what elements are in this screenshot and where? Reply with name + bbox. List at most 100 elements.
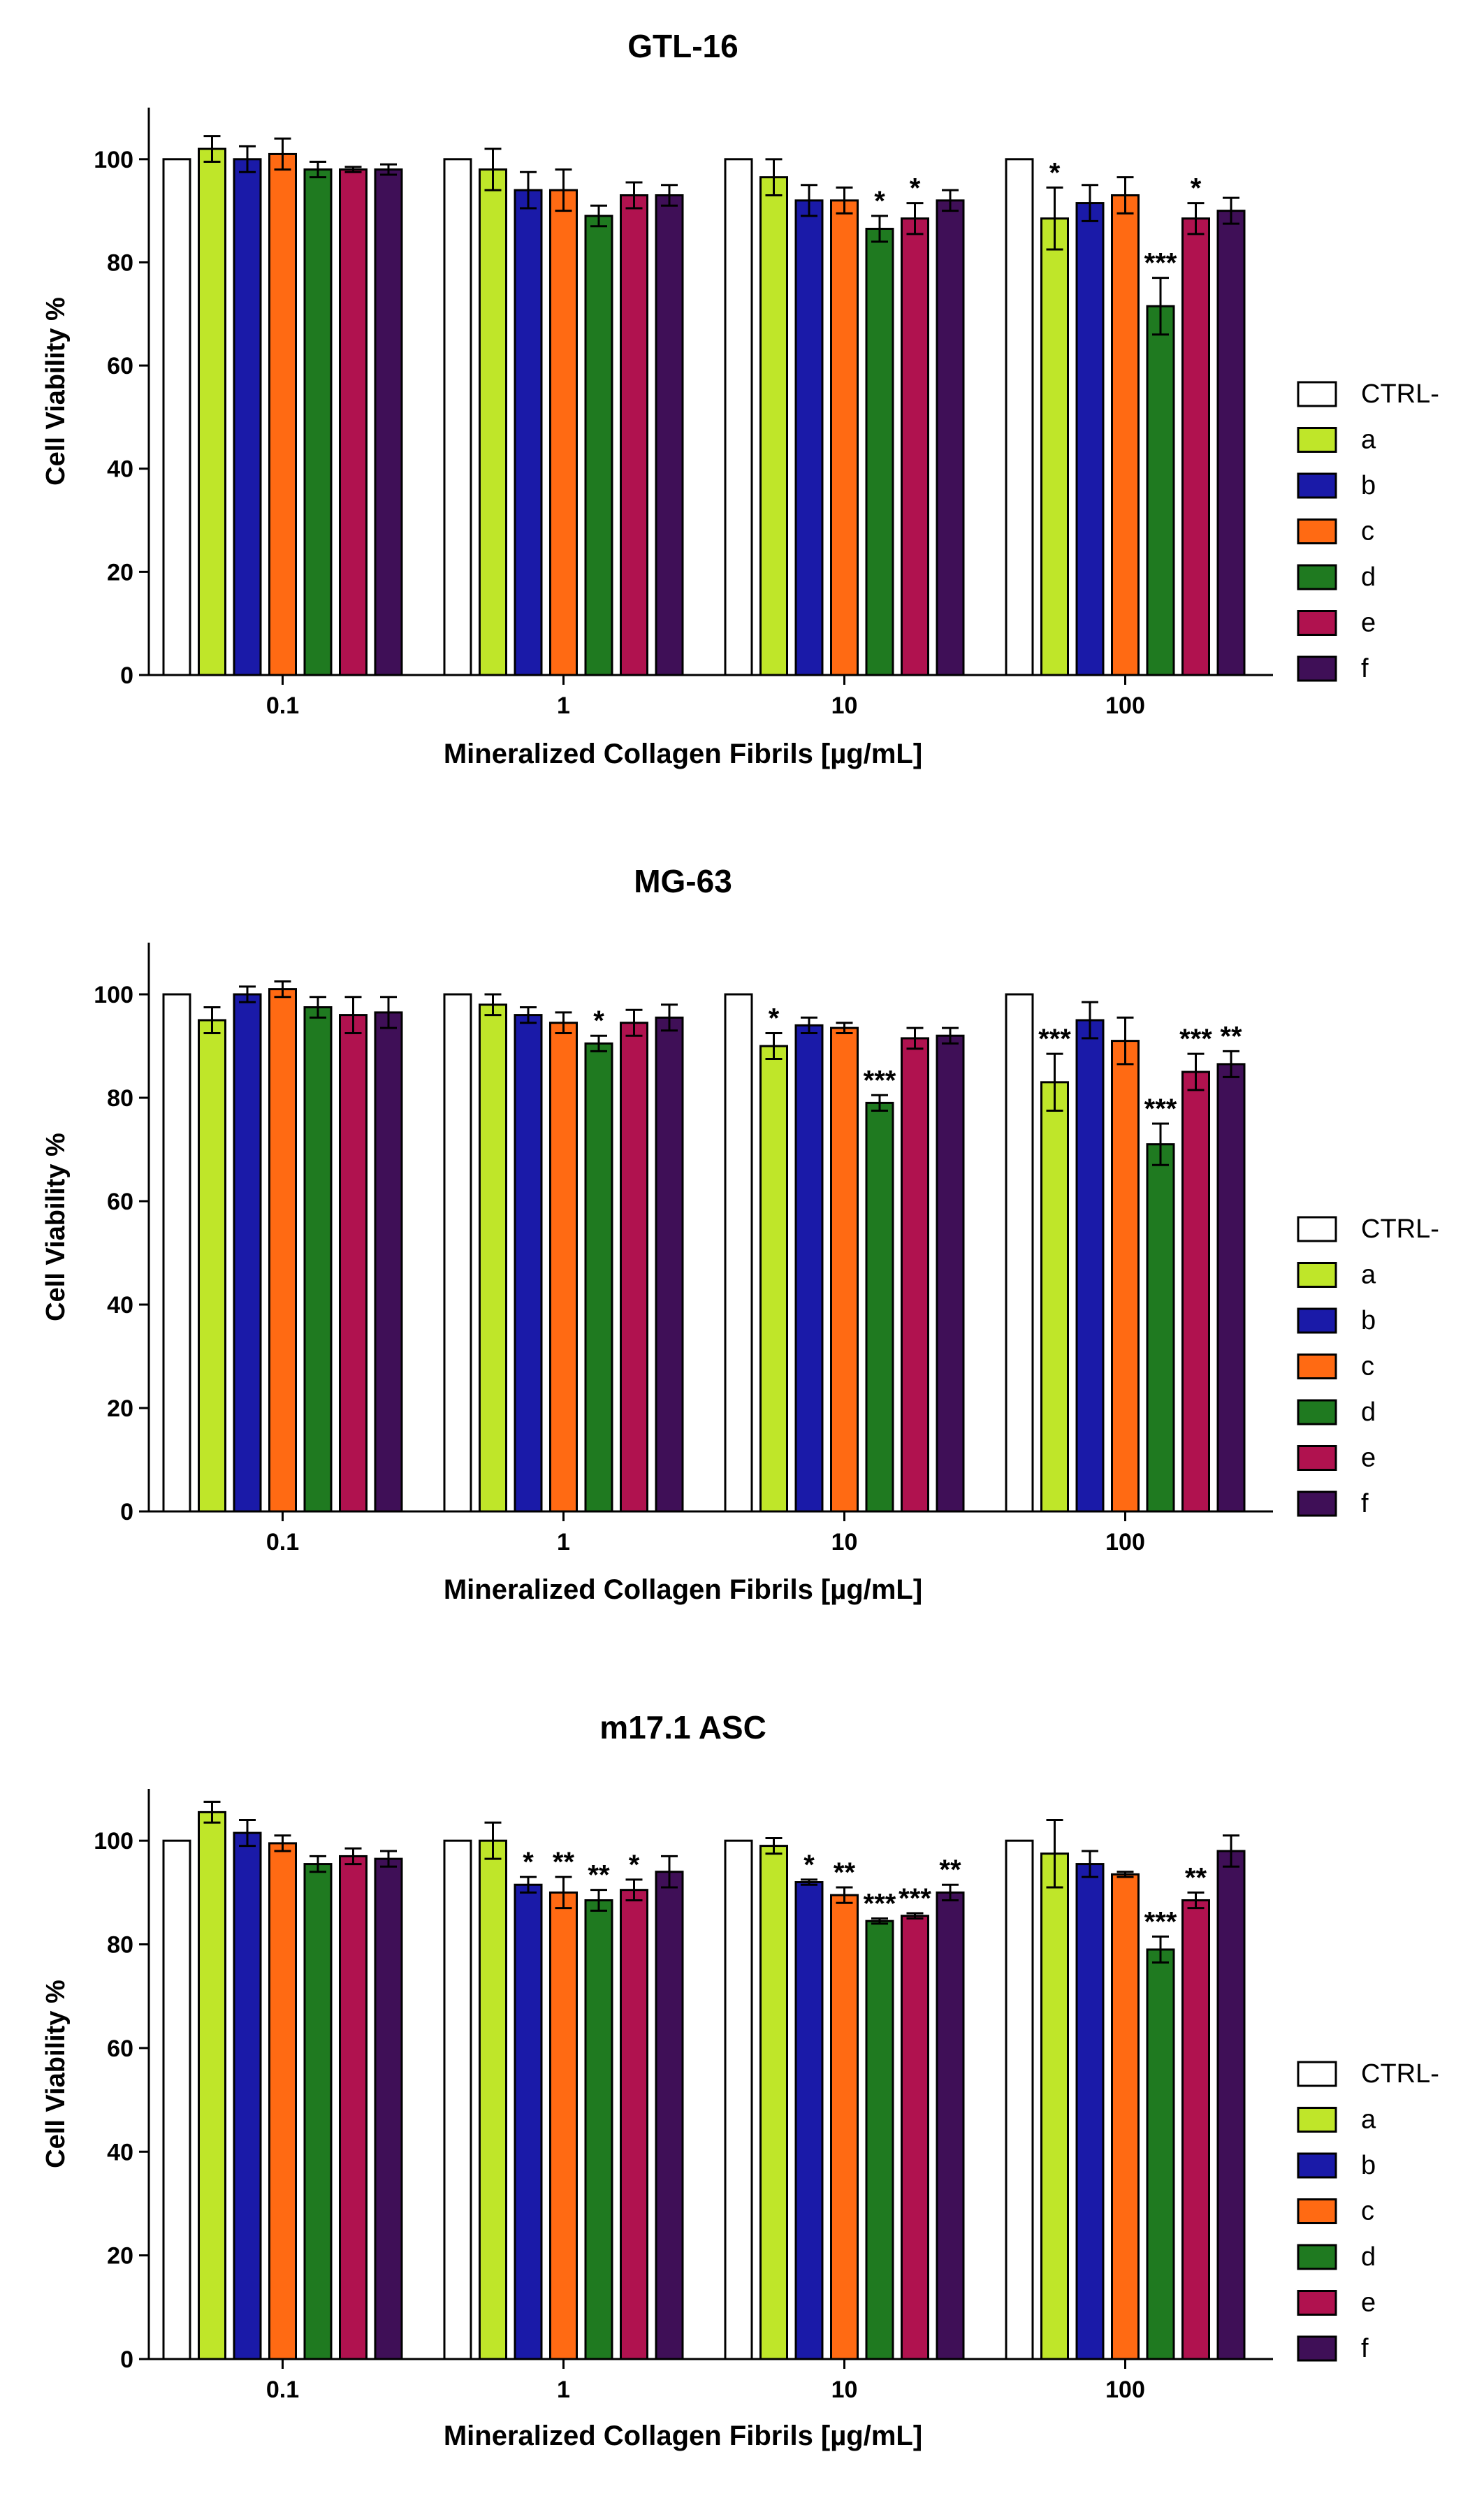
x-tick-label: 100 xyxy=(1105,692,1145,719)
bar-c xyxy=(268,152,297,676)
y-tick-label: 0 xyxy=(120,2346,133,2373)
y-axis-label: Cell Viability % xyxy=(41,297,71,486)
y-tick-label: 20 xyxy=(107,1395,133,1422)
bar-CTRL- xyxy=(162,993,191,1513)
legend-swatch-d xyxy=(1297,1399,1337,1425)
bar-d xyxy=(1146,1143,1175,1513)
y-tick-label: 100 xyxy=(94,982,133,1008)
y-tick-label: 0 xyxy=(120,662,133,689)
legend-label: d xyxy=(1361,2242,1376,2272)
bar-c xyxy=(830,1026,859,1513)
bar-a xyxy=(1040,217,1069,676)
bar-c xyxy=(549,1891,578,2360)
significance-label: ** xyxy=(1220,1021,1242,1052)
bar-a xyxy=(198,1019,226,1513)
bar-CTRL- xyxy=(1005,1839,1034,2360)
legend-label: b xyxy=(1361,471,1376,500)
bar-b xyxy=(514,1883,543,2360)
legend-label: b xyxy=(1361,2151,1376,2180)
x-axis-label: Mineralized Collagen Fibrils [µg/mL] xyxy=(444,2421,922,2451)
y-axis-label: Cell Viability % xyxy=(41,1980,71,2168)
bar-e xyxy=(620,194,648,676)
significance-label: *** xyxy=(1038,1024,1071,1054)
legend-label: e xyxy=(1361,609,1376,638)
bar-c xyxy=(830,1894,859,2360)
bar-f xyxy=(936,1891,965,2360)
bar-CTRL- xyxy=(443,993,472,1513)
legend-label: c xyxy=(1361,2197,1374,2226)
significance-label: ** xyxy=(834,1857,856,1888)
legend-swatch-d xyxy=(1297,564,1337,590)
bar-b xyxy=(233,158,262,676)
significance-label: * xyxy=(910,173,921,204)
bar-a xyxy=(759,1845,788,2360)
bar-CTRL- xyxy=(162,1839,191,2360)
bar-f xyxy=(374,1011,403,1513)
legend-label: CTRL- xyxy=(1361,379,1439,409)
bar-CTRL- xyxy=(724,1839,753,2360)
bar-e xyxy=(620,1022,648,1513)
bar-CTRL- xyxy=(724,158,753,676)
legend-label: e xyxy=(1361,2288,1376,2318)
significance-label: * xyxy=(1191,173,1202,204)
x-tick-label: 10 xyxy=(831,692,858,719)
x-tick-label: 100 xyxy=(1105,1529,1145,1555)
bar-b xyxy=(233,1831,262,2360)
legend-swatch-f xyxy=(1297,1490,1337,1517)
legend-swatch-b xyxy=(1297,1307,1337,1334)
legend-swatch-d xyxy=(1297,2244,1337,2270)
bar-c xyxy=(1111,1873,1140,2360)
y-tick-label: 20 xyxy=(107,559,133,586)
legend-label: d xyxy=(1361,1398,1376,1427)
legend-label: f xyxy=(1361,2334,1369,2363)
x-tick-label: 1 xyxy=(557,1529,570,1555)
bar-d xyxy=(303,1863,333,2360)
legend-label: e xyxy=(1361,1444,1376,1473)
bar-CTRL- xyxy=(162,158,191,676)
y-tick-label: 100 xyxy=(94,147,133,173)
x-tick-label: 10 xyxy=(831,2377,858,2403)
y-tick-label: 80 xyxy=(107,249,133,276)
bar-b xyxy=(794,199,824,676)
significance-label: *** xyxy=(864,1888,896,1919)
bar-d xyxy=(584,1899,613,2360)
bar-CTRL- xyxy=(443,1839,472,2360)
bar-a xyxy=(759,176,788,676)
bar-c xyxy=(549,189,578,676)
bar-CTRL- xyxy=(1005,158,1034,676)
significance-label: ** xyxy=(588,1860,610,1891)
bar-f xyxy=(374,168,403,676)
bar-e xyxy=(1181,217,1210,676)
bar-b xyxy=(1075,1863,1105,2360)
legend-swatch-b xyxy=(1297,2152,1337,2179)
legend-swatch-c xyxy=(1297,2198,1337,2224)
y-tick-label: 20 xyxy=(107,2243,133,2270)
bar-b xyxy=(233,993,262,1513)
significance-label: * xyxy=(874,186,885,217)
significance-label: * xyxy=(1049,157,1061,188)
legend-swatch-CTRL- xyxy=(1297,1216,1337,1242)
bar-b xyxy=(514,1014,543,1513)
bar-f xyxy=(936,1034,965,1513)
chart-title: MG-63 xyxy=(634,863,732,899)
legend-label: f xyxy=(1361,1489,1369,1518)
legend-swatch-a xyxy=(1297,1262,1337,1288)
y-tick-label: 80 xyxy=(107,1085,133,1112)
bar-a xyxy=(1040,1081,1069,1513)
bar-f xyxy=(374,1857,403,2360)
x-tick-label: 10 xyxy=(831,1529,858,1555)
legend-swatch-CTRL- xyxy=(1297,381,1337,407)
legend-swatch-CTRL- xyxy=(1297,2061,1337,2087)
y-tick-label: 60 xyxy=(107,1189,133,1215)
bar-d xyxy=(584,215,613,676)
legend-swatch-e xyxy=(1297,1445,1337,1471)
y-tick-label: 100 xyxy=(94,1828,133,1855)
legend-label: a xyxy=(1361,1261,1376,1290)
bar-e xyxy=(620,1889,648,2360)
bar-f xyxy=(1216,1850,1246,2360)
significance-label: *** xyxy=(864,1065,896,1096)
x-tick-label: 1 xyxy=(557,692,570,719)
bar-a xyxy=(198,147,226,676)
